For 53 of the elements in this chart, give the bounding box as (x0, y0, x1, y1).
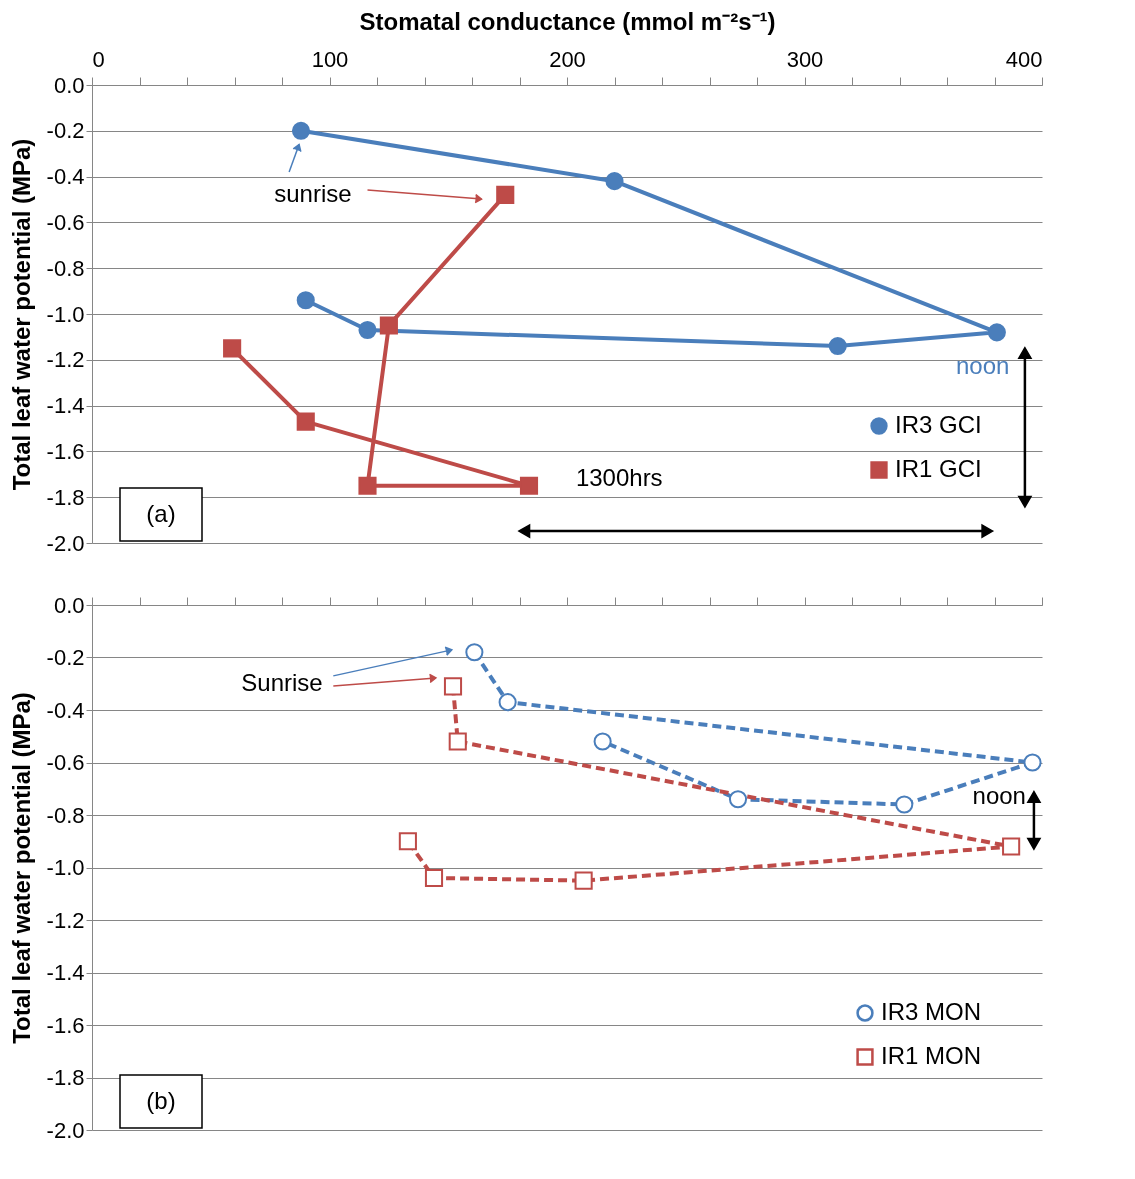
annotation: noon (972, 781, 1026, 809)
y-tick-label: -1.8 (46, 484, 85, 510)
y-tick-label: -0.8 (46, 802, 85, 828)
y-tick-label: -1.0 (46, 301, 85, 327)
y-tick-label: -1.2 (46, 907, 85, 933)
y-tick-label: -1.4 (46, 393, 85, 419)
point (895, 795, 914, 814)
point (443, 677, 463, 696)
point (398, 832, 417, 851)
y-tick-label: -0.6 (46, 750, 85, 775)
annotation: sunrise (274, 179, 352, 207)
legend-label: IR1 MON (881, 1042, 982, 1069)
legend-label: IR3 GCI (895, 411, 982, 438)
y-tick-label: -0.6 (46, 209, 85, 235)
y-tick-label: -1.6 (46, 438, 85, 464)
annotation: (b) (146, 1087, 176, 1114)
annotation: noon (955, 351, 1010, 379)
legend-label: IR3 MON (881, 998, 982, 1025)
annotation: Sunrise (241, 668, 323, 696)
x-tick-label: 300 (786, 46, 824, 72)
y-axis-title: Total leaf water potential (MPa) (7, 138, 35, 491)
point (1023, 753, 1042, 772)
point (593, 732, 612, 751)
point (448, 732, 467, 751)
y-tick-label: -1.0 (46, 855, 85, 880)
point (1002, 837, 1021, 856)
x-tick-label: 100 (311, 46, 349, 72)
y-tick-label: -2.0 (46, 530, 85, 556)
y-tick-label: -1.8 (46, 1065, 85, 1090)
x-axis-title: Stomatal conductance (mmol m⁻²s⁻¹) (359, 7, 776, 35)
annotation: (a) (146, 500, 176, 527)
x-tick-label: 400 (1005, 46, 1043, 72)
y-tick-label: -0.2 (46, 645, 85, 670)
point (465, 643, 484, 662)
y-tick-label: -1.6 (46, 1012, 85, 1038)
point (728, 790, 748, 809)
y-tick-label: -0.4 (46, 164, 85, 190)
y-tick-label: 0.0 (53, 592, 85, 618)
point (574, 871, 593, 890)
x-tick-label: 0 (92, 46, 105, 72)
x-tick-label: 200 (549, 46, 586, 72)
y-tick-label: -0.8 (46, 255, 85, 281)
y-tick-label: 0.0 (53, 72, 85, 98)
y-tick-label: -1.4 (46, 960, 85, 985)
y-tick-label: -0.4 (46, 697, 85, 723)
y-tick-label: -1.2 (46, 347, 85, 373)
legend-label: IR1 GCI (895, 455, 982, 482)
y-axis-title: Total leaf water potential (MPa) (7, 692, 35, 1044)
y-tick-label: -2.0 (46, 1117, 85, 1143)
point (498, 693, 517, 712)
point (424, 868, 444, 888)
annotation: 1300hrs (575, 463, 663, 491)
y-tick-label: -0.2 (46, 118, 85, 144)
